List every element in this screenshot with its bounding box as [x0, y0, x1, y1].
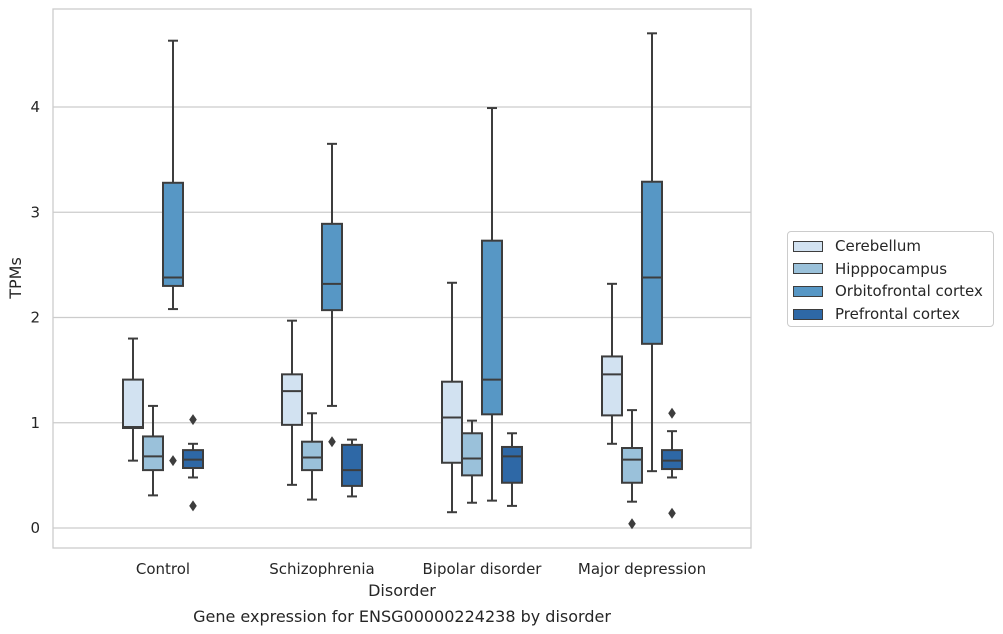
outlier-point [668, 407, 676, 419]
outlier-point [169, 455, 177, 467]
box-cerebellum-0 [122, 337, 144, 462]
x-tick-label: Control [136, 560, 190, 578]
box-body [341, 443, 363, 487]
legend-swatch [793, 285, 823, 297]
box-body [122, 378, 144, 430]
box-hipppocampus-0 [142, 404, 164, 497]
box-body [621, 447, 643, 484]
legend-swatch [793, 240, 823, 252]
plot-frame [52, 8, 752, 549]
box-body [301, 440, 323, 472]
box-prefrontal-cortex-3 [661, 407, 683, 519]
box-plot-series [122, 32, 683, 530]
box-body [162, 181, 184, 287]
box-orbitofrontal-cortex-2 [481, 107, 503, 502]
box-body [321, 222, 343, 312]
box-hipppocampus-3 [621, 409, 643, 530]
legend-label: Hipppocampus [835, 259, 948, 278]
box-body [601, 355, 623, 417]
box-body [281, 373, 303, 426]
box-orbitofrontal-cortex-0 [162, 39, 184, 467]
box-orbitofrontal-cortex-3 [641, 32, 663, 473]
y-tick-label: 3 [30, 203, 40, 221]
legend-swatch [793, 308, 823, 320]
x-axis-label: Disorder [368, 581, 436, 600]
box-hipppocampus-1 [301, 412, 323, 501]
y-tick-label: 0 [30, 519, 40, 537]
x-tick-label: Major depression [578, 560, 706, 578]
legend-label: Cerebellum [835, 237, 921, 256]
chart-caption: Gene expression for ENSG00000224238 by d… [193, 607, 611, 626]
outlier-point [628, 518, 636, 530]
legend-item: Hipppocampus [792, 258, 993, 281]
box-prefrontal-cortex-0 [182, 414, 204, 512]
outlier-point [189, 500, 197, 512]
outlier-point [668, 507, 676, 519]
chart-legend: Cerebellum Hipppocampus Orbitofrontal cort… [787, 231, 994, 327]
box-body [461, 432, 483, 477]
legend-item: Cerebellum [792, 235, 993, 258]
outlier-point [189, 414, 197, 426]
box-orbitofrontal-cortex-1 [321, 142, 343, 448]
box-cerebellum-1 [281, 319, 303, 486]
box-body [441, 380, 463, 464]
legend-label: Orbitofrontal cortex [835, 282, 983, 301]
box-cerebellum-3 [601, 282, 623, 445]
box-hipppocampus-2 [461, 419, 483, 504]
box-body [481, 239, 503, 416]
y-tick-label: 1 [30, 414, 40, 432]
y-axis-label: TPMs [6, 257, 25, 300]
box-prefrontal-cortex-1 [341, 438, 363, 498]
y-tick-label: 4 [30, 98, 40, 116]
y-tick-label: 2 [30, 309, 40, 327]
x-axis-ticks: Control Schizophrenia Bipolar disorder Majo… [136, 560, 706, 578]
legend-item: Orbitofrontal cortex [792, 280, 993, 303]
box-body [641, 180, 663, 345]
box-body [142, 435, 164, 472]
box-body [501, 445, 523, 484]
box-cerebellum-2 [441, 281, 463, 514]
legend-swatch [793, 263, 823, 275]
x-tick-label: Schizophrenia [269, 560, 374, 578]
legend-item: Prefrontal cortex [792, 303, 993, 326]
box-prefrontal-cortex-2 [501, 432, 523, 507]
outlier-point [328, 436, 336, 448]
box-body [661, 449, 683, 471]
legend-label: Prefrontal cortex [835, 305, 960, 324]
y-axis-ticks: 0 1 2 3 4 [30, 98, 40, 537]
x-tick-label: Bipolar disorder [423, 560, 543, 578]
